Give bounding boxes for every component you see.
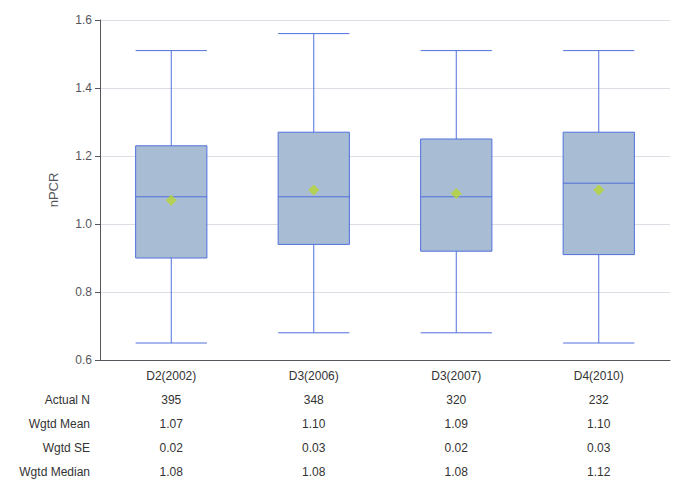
- svg-text:Actual N: Actual N: [45, 393, 90, 407]
- svg-text:232: 232: [589, 393, 609, 407]
- svg-text:Wgtd SE: Wgtd SE: [43, 441, 90, 455]
- svg-text:1.10: 1.10: [302, 417, 326, 431]
- svg-text:1.6: 1.6: [75, 13, 92, 27]
- svg-text:Wgtd Median: Wgtd Median: [19, 465, 90, 479]
- svg-text:1.12: 1.12: [587, 465, 611, 479]
- svg-text:0.8: 0.8: [75, 285, 92, 299]
- svg-text:0.6: 0.6: [75, 353, 92, 367]
- svg-text:nPCR: nPCR: [46, 173, 61, 208]
- svg-text:0.02: 0.02: [445, 441, 469, 455]
- svg-text:1.4: 1.4: [75, 81, 92, 95]
- svg-text:D3(2007): D3(2007): [431, 369, 481, 383]
- svg-text:D3(2006): D3(2006): [289, 369, 339, 383]
- svg-text:1.08: 1.08: [302, 465, 326, 479]
- svg-text:1.09: 1.09: [445, 417, 469, 431]
- svg-text:1.08: 1.08: [445, 465, 469, 479]
- svg-text:1.08: 1.08: [160, 465, 184, 479]
- svg-text:395: 395: [161, 393, 181, 407]
- svg-text:D4(2010): D4(2010): [574, 369, 624, 383]
- svg-text:348: 348: [304, 393, 324, 407]
- svg-text:1.07: 1.07: [160, 417, 184, 431]
- svg-text:0.02: 0.02: [160, 441, 184, 455]
- svg-text:0.03: 0.03: [302, 441, 326, 455]
- svg-text:1.2: 1.2: [75, 149, 92, 163]
- svg-text:320: 320: [446, 393, 466, 407]
- svg-text:0.03: 0.03: [587, 441, 611, 455]
- svg-text:1.10: 1.10: [587, 417, 611, 431]
- svg-text:1.0: 1.0: [75, 217, 92, 231]
- svg-text:Wgtd Mean: Wgtd Mean: [29, 417, 90, 431]
- svg-text:D2(2002): D2(2002): [146, 369, 196, 383]
